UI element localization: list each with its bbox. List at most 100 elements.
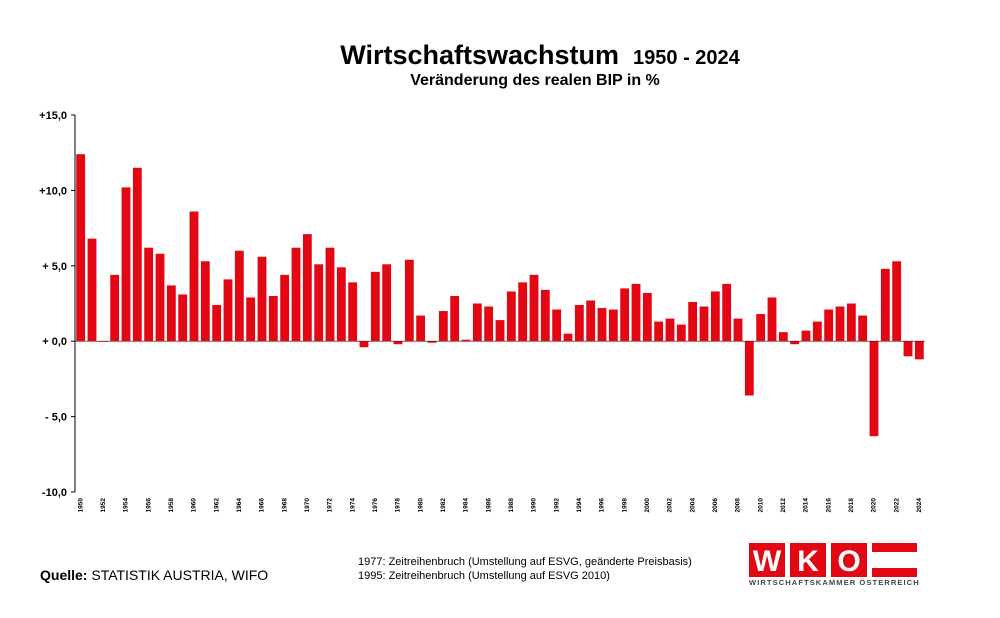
x-tick-label: 1966 [259,498,266,513]
logo-letter-w: W [753,545,782,578]
bar-2000 [642,292,652,342]
bar-1980 [416,315,426,342]
logo-box-w [749,543,785,577]
x-tick-label: 2024 [916,498,923,513]
source-line: Quelle: STATISTIK AUSTRIA, WIFO [40,567,268,583]
x-tick-label: 2014 [803,498,810,513]
bar-1955 [132,167,142,342]
x-tick-label: 1974 [349,498,356,513]
y-tick-label: + 5,0 [42,261,67,273]
bar-1974 [348,282,358,342]
bar-2021 [880,268,890,342]
bar-2013 [790,341,800,345]
chart-ticks: +15,0 +10,0 + 5,0 + 0,0 - 5,0 -10,0 1950 1952 19… [39,110,923,512]
logo-letter-o: O [837,545,860,578]
bar-2019 [858,315,868,342]
x-tick-label: 2018 [848,498,855,513]
x-tick-label: 1992 [553,498,560,513]
bar-1950 [76,154,86,342]
bar-2017 [835,306,845,342]
chart-title: Wirtschaftswachstum [340,40,620,70]
chart-subtitle: Veränderung des realen BIP in % [410,72,660,89]
bar-2010 [756,314,766,342]
bar-2011 [767,297,777,342]
bar-2008 [733,318,743,342]
bar-2014 [801,330,811,342]
x-tick-label: 1996 [599,498,606,513]
x-tick-label: 1958 [168,498,175,513]
x-tick-label: 2006 [712,498,719,513]
bar-1952 [98,341,108,342]
source-label: Quelle: [40,567,88,583]
y-tick-label: +15,0 [39,110,67,122]
bar-1968 [280,274,290,342]
bar-2024 [914,341,924,360]
x-tick-label: 2010 [757,498,764,513]
bar-1985 [472,303,482,342]
bar-1981 [427,341,437,343]
x-tick-label: 1960 [191,498,198,513]
bar-1969 [291,247,301,342]
source-text: STATISTIK AUSTRIA, WIFO [91,567,269,583]
y-tick-label: -10,0 [42,487,67,499]
bar-1991 [540,289,550,342]
x-tick-label: 1982 [440,498,447,513]
bar-1972 [325,247,335,342]
bar-1971 [314,264,324,342]
bar-1987 [495,320,505,342]
bar-1979 [404,259,414,342]
bar-1993 [563,333,573,342]
bar-2009 [744,341,754,396]
x-tick-label: 2020 [871,498,878,513]
bar-1964 [234,250,244,342]
note-1995: 1995: Zeitreihenbruch (Umstellung auf ES… [358,570,610,582]
bar-1975 [359,341,369,348]
logo-box-k [790,543,826,577]
x-tick-label: 1976 [372,498,379,513]
bar-1976 [370,271,380,342]
bar-1954 [121,187,131,342]
bar-1959 [178,294,188,342]
bar-1965 [246,297,256,342]
x-tick-label: 1980 [417,498,424,513]
bar-2018 [846,303,856,342]
logo-flag-stripe-top [872,543,917,552]
x-tick-label: 2022 [893,498,900,513]
bar-1978 [393,341,403,345]
bar-1951 [87,238,97,342]
bar-1998 [620,288,630,342]
x-tick-label: 2004 [689,498,696,513]
x-tick-label: 2016 [825,498,832,513]
bar-2015 [812,321,822,342]
chart-axes [71,114,925,493]
x-tick-label: 2008 [735,498,742,513]
x-tick-label: 1998 [621,498,628,513]
bar-2006 [710,291,720,342]
x-tick-label: 1962 [213,498,220,513]
bar-1963 [223,279,233,342]
bar-2002 [665,318,675,342]
bar-1990 [529,274,539,342]
bar-2023 [903,341,913,357]
bar-1962 [212,305,222,342]
x-tick-label: 1994 [576,498,583,513]
x-tick-label: 2012 [780,498,787,513]
bar-1994 [574,305,584,342]
bar-2022 [892,261,902,342]
y-tick-label: - 5,0 [45,412,67,424]
bar-1999 [631,283,641,342]
bar-1992 [552,309,562,342]
x-tick-label: 1984 [463,498,470,513]
bar-2001 [654,321,664,342]
y-tick-label: + 0,0 [42,336,67,348]
x-tick-label: 1986 [485,498,492,513]
bar-1996 [597,308,607,342]
bar-1984 [461,339,471,342]
x-tick-label: 1956 [145,498,152,513]
bar-1986 [484,306,494,342]
bar-2007 [722,283,732,342]
x-tick-label: 1964 [236,498,243,513]
bar-1989 [518,282,528,342]
x-tick-label: 2002 [667,498,674,513]
